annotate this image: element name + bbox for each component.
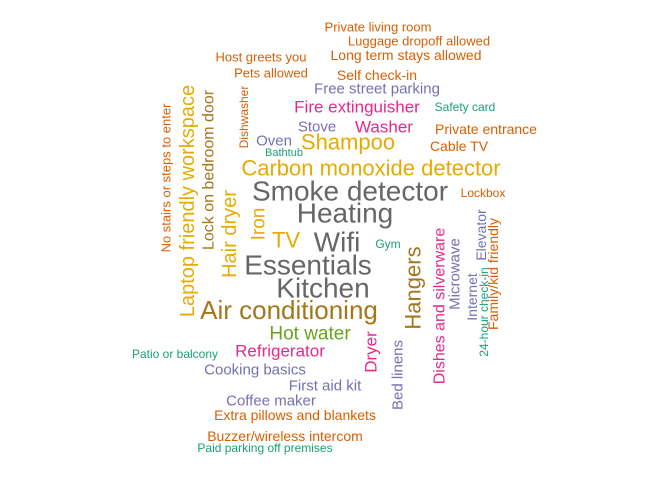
word-luggage-dropoff-allowed: Luggage dropoff allowed <box>348 34 490 49</box>
word-cable-tv: Cable TV <box>430 138 489 154</box>
word-air-conditioning: Air conditioning <box>200 295 378 325</box>
word-hangers: Hangers <box>401 246 426 329</box>
word-paid-parking-off-premises: Paid parking off premises <box>197 441 332 455</box>
word-essentials: Essentials <box>244 250 372 281</box>
word-long-term-stays-allowed: Long term stays allowed <box>331 47 482 63</box>
word-oven: Oven <box>256 133 292 150</box>
word-pets-allowed: Pets allowed <box>234 66 308 81</box>
word-laptop-friendly-workspace: Laptop friendly workspace <box>177 85 199 317</box>
word-iron: Iron <box>249 208 270 241</box>
word-fire-extinguisher: Fire extinguisher <box>294 98 420 117</box>
word-lock-on-bedroom-door: Lock on bedroom door <box>201 89 218 250</box>
word-washer: Washer <box>355 118 413 137</box>
word-microwave: Microwave <box>447 238 464 310</box>
word-self-check-in: Self check-in <box>337 67 417 83</box>
word-coffee-maker: Coffee maker <box>226 393 316 410</box>
word-kitchen: Kitchen <box>276 273 369 304</box>
word-free-street-parking: Free street parking <box>314 81 440 98</box>
word-24-hour-check-in: 24-hour check-in <box>477 267 491 356</box>
word-internet: Internet <box>464 273 480 321</box>
word-elevator: Elevator <box>473 209 489 261</box>
word-gym: Gym <box>375 237 400 251</box>
word-private-entrance: Private entrance <box>435 121 537 137</box>
word-no-stairs-or-steps-to-enter: No stairs or steps to enter <box>159 103 174 253</box>
word-dishwasher: Dishwasher <box>237 86 251 149</box>
word-host-greets-you: Host greets you <box>215 50 306 65</box>
word-bed-linens: Bed linens <box>390 340 407 410</box>
word-wifi: Wifi <box>314 227 361 258</box>
word-shampoo: Shampoo <box>301 130 395 155</box>
word-carbon-monoxide-detector: Carbon monoxide detector <box>241 156 500 181</box>
word-private-living-room: Private living room <box>325 20 432 35</box>
word-cooking-basics: Cooking basics <box>204 362 306 379</box>
word-safety-card: Safety card <box>435 100 496 114</box>
word-family-kid-friendly: Family/kid friendly <box>485 218 501 330</box>
word-refrigerator: Refrigerator <box>235 342 325 361</box>
word-tv: TV <box>272 228 300 253</box>
word-first-aid-kit: First aid kit <box>289 378 362 395</box>
word-smoke-detector: Smoke detector <box>252 176 448 207</box>
word-extra-pillows-and-blankets: Extra pillows and blankets <box>214 407 376 423</box>
word-hair-dryer: Hair dryer <box>219 190 241 278</box>
word-buzzer-wireless-intercom: Buzzer/wireless intercom <box>207 428 363 444</box>
word-dishes-and-silverware: Dishes and silverware <box>432 228 449 385</box>
word-hot-water: Hot water <box>269 324 351 345</box>
word-dryer: Dryer <box>362 331 381 373</box>
word-stove: Stove <box>298 119 336 136</box>
word-bathtub: Bathtub <box>265 147 303 159</box>
word-lockbox: Lockbox <box>461 186 506 200</box>
word-patio-or-balcony: Patio or balcony <box>132 347 218 361</box>
word-heating: Heating <box>297 198 394 229</box>
